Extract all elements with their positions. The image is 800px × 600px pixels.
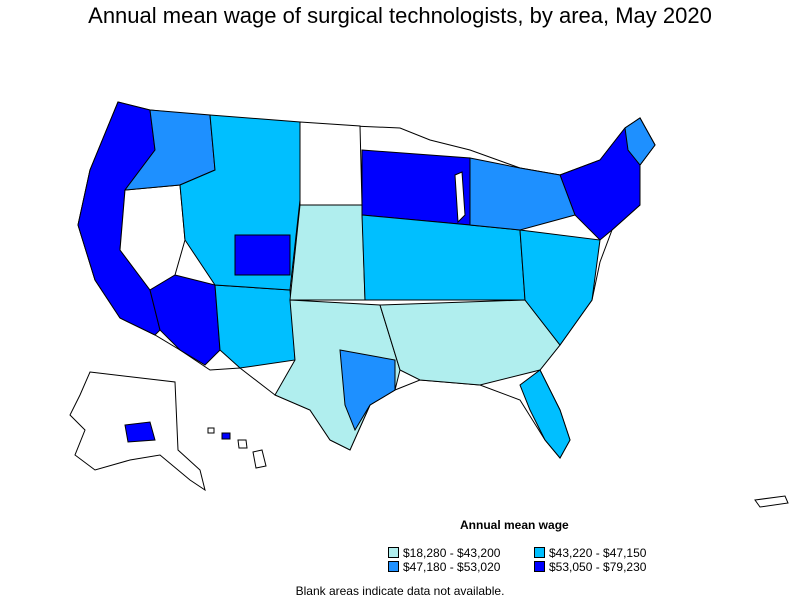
region-florida bbox=[519, 369, 571, 459]
legend-swatch bbox=[388, 561, 399, 572]
hawaii-island-1 bbox=[207, 427, 215, 434]
region-great-lakes bbox=[469, 157, 576, 231]
contiguous-us bbox=[77, 101, 656, 459]
hawaii-honolulu bbox=[221, 432, 231, 440]
legend-swatch bbox=[534, 547, 545, 558]
hawaii-island-2 bbox=[237, 439, 248, 449]
legend-item-tier2: $43,220 - $47,150 bbox=[534, 546, 646, 560]
legend-swatch bbox=[534, 561, 545, 572]
legend-item-tier1: $18,280 - $43,200 bbox=[388, 546, 500, 560]
region-arizona bbox=[149, 274, 221, 366]
lake-michigan bbox=[454, 171, 466, 224]
puerto-rico bbox=[754, 495, 789, 508]
legend-label: $53,050 - $79,230 bbox=[549, 560, 647, 574]
legend-label: $43,220 - $47,150 bbox=[549, 546, 647, 560]
alaska-anchorage bbox=[124, 421, 156, 443]
hawaii bbox=[207, 427, 267, 469]
region-maine bbox=[624, 117, 656, 166]
legend-item-tier3: $47,180 - $53,020 bbox=[388, 560, 500, 574]
region-texas-gulf bbox=[339, 349, 396, 432]
region-upper-midwest bbox=[361, 149, 471, 226]
region-new-mexico bbox=[214, 284, 296, 369]
legend-label: $47,180 - $53,020 bbox=[403, 560, 501, 574]
footnote: Blank areas indicate data not available. bbox=[295, 584, 505, 598]
alaska bbox=[69, 371, 206, 492]
region-central-plains bbox=[289, 204, 366, 301]
region-south bbox=[379, 299, 561, 386]
legend-swatch bbox=[388, 547, 399, 558]
puerto-rico-outline bbox=[754, 495, 789, 508]
hawaii-island-3 bbox=[252, 449, 267, 469]
legend-item-tier4: $53,050 - $79,230 bbox=[534, 560, 646, 574]
region-colorado bbox=[234, 234, 291, 276]
legend-title: Annual mean wage bbox=[460, 518, 569, 532]
legend-label: $18,280 - $43,200 bbox=[403, 546, 501, 560]
map-title: Annual mean wage of surgical technologis… bbox=[88, 3, 712, 28]
region-southeast bbox=[519, 229, 601, 346]
region-north-plains bbox=[299, 121, 363, 206]
